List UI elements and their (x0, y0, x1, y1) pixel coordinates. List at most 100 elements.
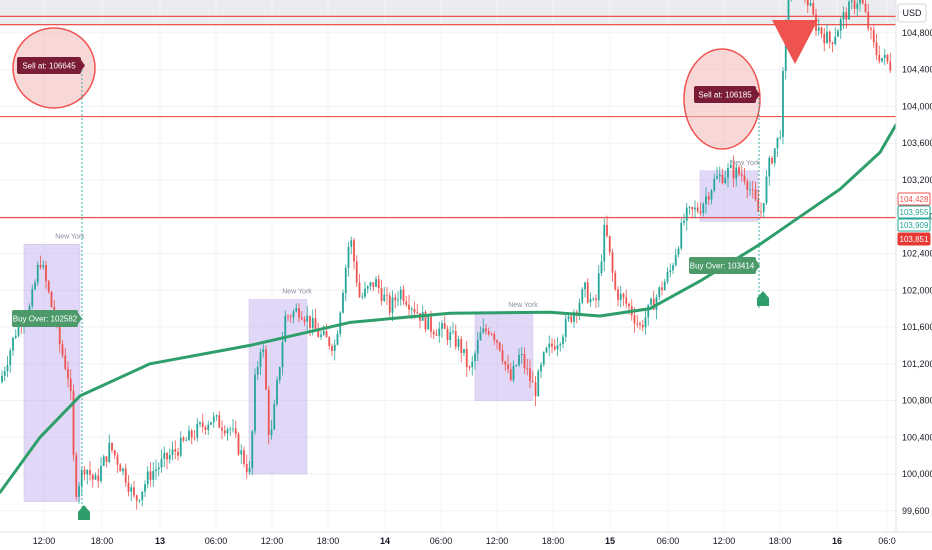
candle-body (284, 315, 287, 342)
price-axis-bg[interactable] (896, 0, 932, 532)
price-tag-label: 103,909 (900, 221, 929, 230)
candle-body (265, 349, 267, 390)
candle-body (226, 429, 229, 434)
candle-body (751, 189, 754, 191)
candlestick-series (1, 0, 892, 510)
candle-body (383, 294, 386, 302)
candle-body (229, 428, 232, 430)
sell-label[interactable]: Sell at: 106185 (694, 86, 760, 103)
upper-zone-shade (0, 0, 896, 26)
candle-body (465, 348, 468, 368)
candle-body (399, 289, 402, 300)
candle-body (36, 264, 39, 283)
x-tick-label: 14 (380, 536, 390, 546)
candle-body (749, 189, 751, 191)
candle-body (91, 474, 94, 480)
candle-body (336, 333, 339, 345)
candle-body (776, 137, 779, 149)
candle-body (413, 308, 416, 313)
candle-body (845, 12, 848, 20)
candle-body (245, 463, 248, 473)
time-axis-ticks[interactable]: 12:00 18:00 13 06:00 12:00 18:00 14 06:00 12:00 1… (33, 536, 896, 546)
candle-body (113, 450, 116, 456)
candle-body (509, 369, 512, 381)
candle-body (58, 324, 61, 345)
x-tick-label: 06:0 (878, 536, 896, 546)
candle-body (476, 340, 479, 354)
buy-label-bg (12, 310, 78, 327)
candle-body (303, 319, 306, 322)
x-tick-label: 12:00 (261, 536, 284, 546)
candle-body (498, 342, 501, 351)
candle-body (402, 289, 405, 302)
candle-body (878, 54, 881, 62)
candle-body (625, 297, 628, 304)
candle-body (386, 294, 388, 296)
candle-body (471, 361, 474, 368)
candle-body (380, 288, 383, 302)
sell-label-bg (694, 86, 756, 103)
moving-average (0, 123, 898, 494)
candle-body (424, 312, 427, 330)
candle-body (259, 352, 262, 367)
candle-body (727, 168, 729, 178)
candle-body (111, 442, 113, 451)
candle-body (42, 265, 45, 268)
candle-body (872, 29, 875, 43)
candle-body (474, 353, 476, 362)
candle-body (856, 3, 859, 9)
candle-body (718, 174, 721, 177)
candle-body (831, 42, 834, 45)
candle-body (713, 178, 716, 191)
currency-button[interactable] (897, 3, 927, 23)
candle-body (333, 344, 336, 351)
candle-body (738, 167, 740, 175)
candle-body (889, 61, 892, 71)
candle-body (432, 331, 435, 335)
y-tick-label: 104,800 (902, 28, 932, 38)
candle-body (149, 471, 152, 480)
candle-body (479, 332, 482, 341)
candle-body (757, 199, 760, 212)
candle-body (504, 361, 507, 365)
candle-body (573, 312, 575, 322)
x-tick-label: 18:00 (91, 536, 114, 546)
candle-body (606, 225, 608, 236)
annotation-markers[interactable]: Sell at: 106645 Sell at: 106185 Buy Over: … (12, 20, 818, 520)
candle-body (281, 341, 284, 368)
candle-body (388, 295, 391, 313)
candle-body (223, 430, 226, 434)
candle-body (867, 11, 870, 29)
candle-body (69, 378, 72, 391)
x-tick-label: 18:00 (542, 536, 565, 546)
candle-body (39, 264, 42, 268)
buy-arrow-icon (78, 505, 90, 520)
candle-body (493, 334, 496, 341)
candle-body (199, 422, 201, 424)
candle-body (545, 347, 548, 353)
candle-body (710, 190, 713, 200)
candle-body (141, 491, 144, 501)
candle-body (350, 240, 353, 247)
candle-body (237, 433, 240, 455)
candle-body (672, 265, 674, 271)
candle-body (45, 265, 47, 282)
candle-body (171, 449, 174, 455)
candle-body (61, 344, 64, 356)
candle-body (548, 343, 551, 348)
candle-body (155, 469, 157, 472)
candle-body (589, 299, 592, 303)
candle-body (768, 158, 771, 177)
sell-label[interactable]: Sell at: 106645 (17, 57, 85, 74)
candle-body (518, 355, 520, 366)
candle-body (694, 207, 696, 210)
candle-body (537, 371, 540, 397)
buy-label[interactable]: Buy Over: 103414 (689, 257, 760, 274)
buy-label[interactable]: Buy Over: 102582 (12, 310, 82, 327)
candle-body (762, 203, 765, 212)
candle-body (501, 350, 504, 362)
candle-body (298, 308, 300, 318)
candle-body (243, 450, 245, 464)
candle-body (160, 458, 163, 468)
